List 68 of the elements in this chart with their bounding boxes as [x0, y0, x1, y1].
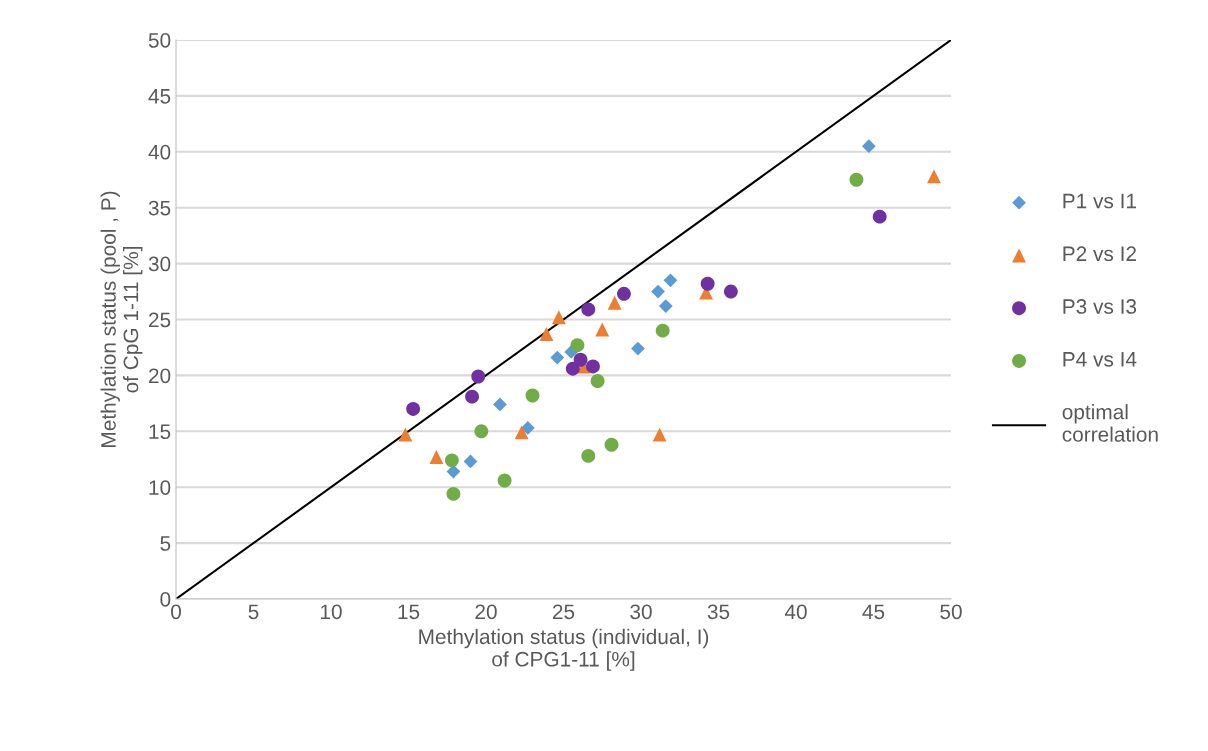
point: [655, 323, 670, 338]
point: [631, 341, 645, 356]
point: [663, 273, 678, 288]
x-tick-label: 45: [862, 604, 885, 620]
point: [581, 448, 596, 463]
point: [565, 361, 580, 376]
x-tick-label: 0: [171, 604, 181, 620]
point: [520, 421, 535, 435]
point: [651, 284, 665, 299]
point: [617, 286, 631, 301]
y-tick-label: 50: [148, 33, 171, 48]
point: [595, 322, 610, 337]
x-tick-label: 10: [321, 604, 342, 620]
legend-label: P3 vs I3: [1063, 299, 1137, 314]
point: [474, 424, 489, 439]
point: [514, 425, 529, 440]
point: [586, 359, 600, 374]
point: [525, 388, 540, 403]
y-tick-label: 40: [148, 144, 171, 160]
point: [723, 284, 738, 299]
point: [551, 310, 566, 325]
point: [700, 276, 715, 291]
point: [652, 427, 667, 442]
point: [658, 299, 673, 313]
point: [444, 453, 459, 468]
y-tick-label: 25: [149, 312, 171, 328]
x-tick-label: 15: [398, 604, 420, 620]
point: [406, 402, 421, 416]
x-tick-label: 35: [707, 604, 730, 620]
legend-label: optimal correlation: [1062, 404, 1158, 442]
point: [927, 169, 941, 184]
legend-label: P1 vs I1: [1063, 193, 1136, 209]
legend-label: P4 vs I4: [1063, 352, 1137, 367]
x-axis-title: Methylation status (individual, I) of CPG1-11 [%]: [419, 628, 709, 671]
point: [581, 302, 596, 317]
point: [497, 473, 512, 488]
y-tick-label: 15: [149, 424, 171, 440]
point: [539, 327, 554, 341]
point: [465, 389, 479, 404]
y-tick-label: 0: [160, 592, 171, 607]
point: [607, 295, 622, 310]
point: [493, 397, 507, 412]
x-tick-label: 40: [784, 604, 807, 620]
y-tick-label: 30: [148, 256, 171, 272]
point: [604, 437, 619, 452]
y-tick-label: 35: [148, 200, 171, 216]
y-axis-title: Methylation status (pool , P) of CpG 1-11 [%]: [100, 191, 143, 447]
point: [872, 209, 887, 224]
point: [471, 369, 486, 384]
y-tick-label: 10: [149, 480, 171, 495]
x-tick-label: 25: [552, 604, 575, 620]
x-tick-label: 30: [630, 604, 652, 620]
point: [398, 427, 413, 442]
point: [861, 139, 876, 154]
y-tick-label: 45: [148, 89, 171, 104]
point: [550, 350, 565, 365]
x-tick-label: 20: [475, 604, 497, 620]
point: [573, 352, 588, 367]
point: [429, 450, 444, 464]
point: [570, 338, 585, 353]
x-tick-label: 5: [248, 604, 259, 620]
point: [446, 486, 461, 501]
x-tick-label: 50: [940, 604, 962, 620]
y-tick-label: 5: [160, 536, 171, 551]
point: [849, 172, 864, 187]
legend-label: P2 vs I2: [1063, 246, 1136, 262]
point: [590, 374, 605, 388]
y-tick-label: 20: [149, 368, 171, 384]
